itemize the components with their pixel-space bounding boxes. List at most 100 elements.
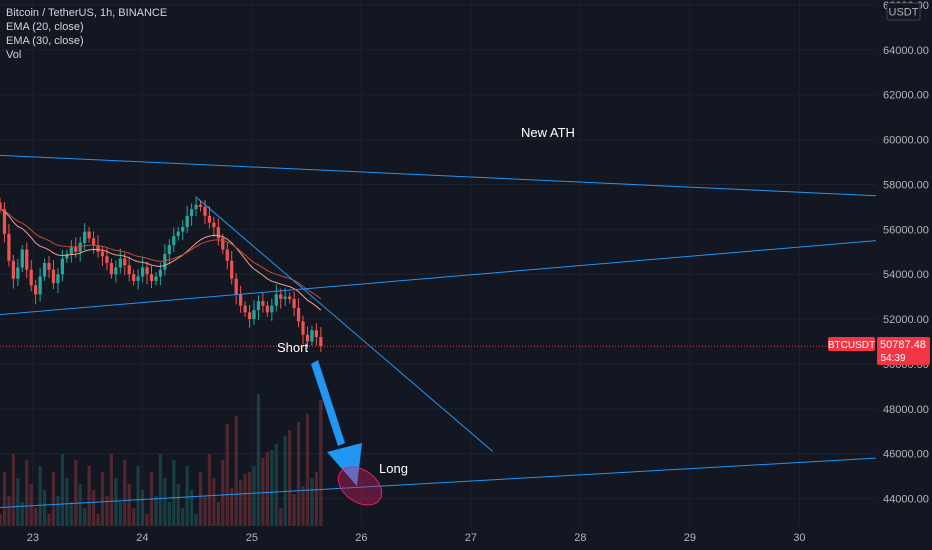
volume-bar [274,444,278,526]
volume-bar [0,514,2,526]
candle [100,251,105,257]
candle [34,285,38,295]
candle [96,245,100,252]
candle [212,222,216,228]
volume-bar [105,496,109,526]
price-axis: 44000.0046000.0048000.0050000.0052000.00… [876,0,932,550]
x-tick-label: 29 [684,532,696,544]
ema20-legend[interactable]: EMA (20, close) [6,21,84,33]
volume-bar [25,460,29,526]
volume-bar [207,454,212,526]
volume-bar [234,416,238,526]
currency-badge[interactable]: USDT [886,2,921,21]
candle [296,307,301,322]
volume-bar [301,486,305,526]
x-tick-label: 26 [355,532,367,544]
volume-bar [69,502,73,526]
volume-bar [221,460,225,526]
candle [265,305,269,313]
candle [60,258,65,275]
time-axis-bg [0,526,932,550]
volume-bar [292,494,296,526]
y-tick-label: 48000.00 [883,404,929,416]
volume-bar [261,458,265,526]
price-axis-bg [876,0,932,550]
candle [256,301,261,311]
candle [56,274,60,284]
candle [305,334,310,342]
x-tick-label: 25 [246,532,258,544]
candle [140,267,145,277]
volume-bar [163,478,167,526]
volume-bar [47,514,51,526]
candle [154,276,158,281]
volume-bar [132,508,136,526]
price-tag-countdown: 54:39 [880,353,905,364]
candle [132,274,136,281]
candle [314,330,319,338]
y-tick-label: 46000.00 [883,449,929,461]
candle [221,238,225,250]
volume-bar [305,414,310,526]
candle [243,305,247,313]
candle [2,209,7,234]
volume-bar [181,508,185,526]
candle [279,294,283,299]
x-tick-label: 28 [574,532,586,544]
candle [78,242,82,252]
candle [216,227,220,239]
volume-bar [42,490,47,526]
candle [163,254,167,270]
y-tick-label: 56000.00 [883,224,929,236]
volume-bar [7,496,11,526]
volume-bar [96,514,100,526]
volume-bar [243,474,247,526]
candle [69,247,73,255]
y-tick-label: 54000.00 [883,269,929,281]
y-tick-label: 52000.00 [883,314,929,326]
volume-bar [145,514,149,526]
volume-legend[interactable]: Vol [6,49,22,61]
x-tick-label: 23 [27,532,39,544]
candle [167,245,171,255]
candle [91,238,96,246]
long-label: Long [379,461,408,476]
volume-bar [29,484,33,526]
symbol-title[interactable]: Bitcoin / TetherUS, 1h, BINANCE [6,7,168,19]
volume-bar [87,466,91,526]
grid-layer [0,0,876,526]
candle [288,296,292,299]
trendline-layer [0,154,877,509]
candle [261,301,265,306]
volume-bar [16,478,20,526]
volume-bar [265,452,269,526]
volume-bar [136,466,140,526]
volume-bar [109,454,114,526]
currency-badge-label: USDT [889,7,919,19]
arrow-head [327,443,362,486]
candle [105,256,109,263]
candle [25,249,29,270]
candle [11,260,15,279]
candle [127,265,131,275]
candle [234,278,238,295]
candle [198,204,203,207]
volume-bar [296,422,301,526]
volume-bar [176,484,180,526]
ema30-legend[interactable]: EMA (30, close) [6,35,84,47]
volume-bar [230,488,234,526]
x-tick-label: 30 [793,532,805,544]
volume-bar [11,454,15,526]
candle [301,321,305,335]
volume-bar [238,480,243,526]
volume-bar [225,424,229,526]
volume-bar [203,496,207,526]
candle [252,310,256,320]
volume-bar [172,460,176,526]
ema30-line [0,208,322,300]
volume-bar [314,472,319,526]
candle [203,206,207,216]
volume-bar [100,472,105,526]
